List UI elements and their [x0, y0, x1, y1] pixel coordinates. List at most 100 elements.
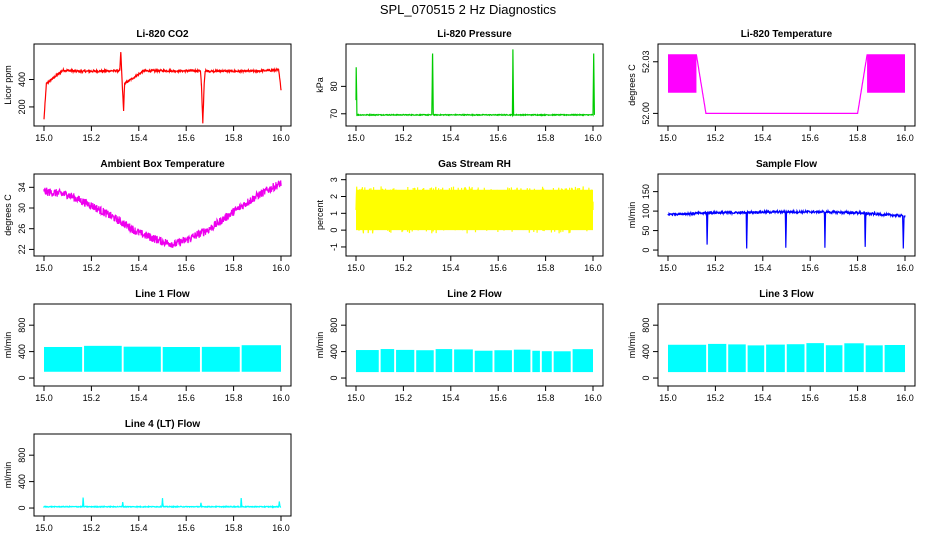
x-tick-label: 15.4: [130, 523, 148, 533]
x-tick-label: 16.0: [896, 133, 914, 143]
chart-title: Li-820 Temperature: [741, 29, 833, 40]
x-tick-label: 15.4: [754, 393, 772, 403]
x-tick-label: 15.4: [442, 263, 460, 273]
plot-frame: [33, 303, 292, 387]
x-tick-label: 15.0: [35, 393, 53, 403]
chart-licor-temp: Li-820 Temperature 15.0 15.2 15.4 15.6 15.8 16…: [627, 29, 916, 143]
plot-frame: [345, 173, 604, 257]
x-tick-label: 15.0: [35, 263, 53, 273]
flow-band: [747, 345, 765, 373]
y-tick-label: 50: [641, 226, 651, 236]
chart-sample-flow: Sample Flow 15.0 15.2 15.4 15.6 15.8 16.0 0 50 10…: [627, 159, 916, 273]
series-line: [355, 49, 595, 118]
y-tick-label: 400: [17, 72, 27, 87]
x-tick-label: 15.0: [347, 393, 365, 403]
x-tick-label: 16.0: [896, 393, 914, 403]
chart-line2-flow: Line 2 Flow 15.0 15.2 15.4 15.6 15.8 16.0 0 400 8…: [315, 289, 604, 403]
chart-title: Line 3 Flow: [759, 289, 814, 300]
x-tick-label: 15.6: [489, 263, 507, 273]
y-tick-label: 800: [17, 448, 27, 463]
x-tick-label: 15.6: [489, 393, 507, 403]
x-tick-label: 16.0: [272, 263, 290, 273]
flow-band: [201, 346, 240, 372]
flow-band: [396, 349, 415, 373]
x-tick-label: 15.4: [130, 263, 148, 273]
flow-band: [84, 345, 122, 372]
chart-gas-stream-rh: Gas Stream RH 15.0 15.2 15.4 15.6 15.8 16.0 -1 0…: [315, 159, 604, 273]
x-tick-label: 15.2: [707, 133, 725, 143]
flow-band: [572, 349, 593, 373]
x-tick-label: 15.8: [225, 393, 243, 403]
y-axis-label: degrees C: [627, 64, 637, 106]
y-tick-label: 30: [17, 203, 27, 213]
x-tick-label: 15.0: [659, 393, 677, 403]
flow-band: [123, 346, 161, 372]
flow-band: [865, 345, 883, 373]
temperature-block: [668, 54, 697, 93]
plot-frame: [33, 43, 292, 127]
x-tick-label: 15.0: [659, 263, 677, 273]
chart-line1-flow: Line 1 Flow 15.0 15.2 15.4 15.6 15.8 16.0 0 400 8…: [3, 289, 292, 403]
figure-title: SPL_070515 2 Hz Diagnostics: [379, 2, 557, 17]
flow-band: [708, 343, 727, 373]
x-tick-label: 15.6: [801, 393, 819, 403]
y-tick-label: 3: [329, 177, 339, 182]
x-tick-label: 15.8: [537, 133, 555, 143]
x-tick-label: 15.8: [849, 393, 867, 403]
y-axis-label: ml/min: [3, 462, 13, 489]
plot-frame: [657, 43, 916, 127]
y-axis-label: kPa: [315, 77, 325, 93]
chart-pressure: Li-820 Pressure 15.0 15.2 15.4 15.6 15.8 16.0 7…: [315, 29, 604, 143]
y-tick-label: 0: [329, 228, 339, 233]
chart-title: Line 1 Flow: [135, 289, 190, 300]
x-tick-label: 15.4: [442, 133, 460, 143]
x-tick-label: 15.6: [177, 263, 195, 273]
chart-title: Sample Flow: [756, 159, 817, 170]
series-line: [668, 54, 905, 115]
chart-co2: Li-820 CO2 15.0 15.2 15.4 15.6 15.8 16.0 200 400…: [3, 29, 292, 143]
y-axis-label: ml/min: [3, 332, 13, 359]
x-tick-label: 15.4: [130, 393, 148, 403]
x-tick-label: 16.0: [584, 133, 602, 143]
flow-band: [44, 346, 83, 372]
x-tick-label: 16.0: [272, 523, 290, 533]
plot-frame: [345, 303, 604, 387]
y-tick-label: 150: [641, 184, 651, 199]
y-tick-label: 52.03: [641, 51, 651, 74]
flow-band: [513, 349, 531, 373]
flow-band: [356, 350, 379, 373]
flow-band: [380, 349, 395, 373]
y-tick-label: 80: [329, 81, 339, 91]
flow-band: [474, 350, 493, 373]
flow-band: [454, 349, 473, 373]
flow-band: [162, 347, 200, 372]
x-tick-label: 15.8: [849, 133, 867, 143]
x-tick-label: 15.2: [395, 133, 413, 143]
y-tick-label: 2: [329, 194, 339, 199]
y-tick-label: 0: [641, 248, 651, 253]
x-tick-label: 15.6: [177, 393, 195, 403]
y-tick-label: 52.00: [641, 102, 651, 125]
y-tick-label: 800: [641, 318, 651, 333]
plot-frame: [657, 303, 916, 387]
x-tick-label: 16.0: [272, 133, 290, 143]
flow-band: [541, 351, 552, 373]
flow-band: [532, 350, 540, 373]
flow-band: [494, 350, 512, 373]
y-tick-label: 400: [641, 344, 651, 359]
x-tick-label: 16.0: [272, 393, 290, 403]
flow-band: [786, 344, 805, 373]
y-tick-label: 22: [17, 244, 27, 254]
x-tick-label: 15.4: [754, 133, 772, 143]
x-tick-label: 15.0: [35, 523, 53, 533]
series-line: [667, 208, 906, 249]
x-tick-label: 15.2: [83, 523, 101, 533]
plot-frame: [33, 433, 292, 517]
y-tick-label: 0: [329, 376, 339, 381]
y-tick-label: 34: [17, 182, 27, 192]
series-line: [43, 497, 282, 509]
x-tick-label: 15.8: [225, 523, 243, 533]
y-tick-label: 1: [329, 211, 339, 216]
x-tick-label: 16.0: [896, 263, 914, 273]
